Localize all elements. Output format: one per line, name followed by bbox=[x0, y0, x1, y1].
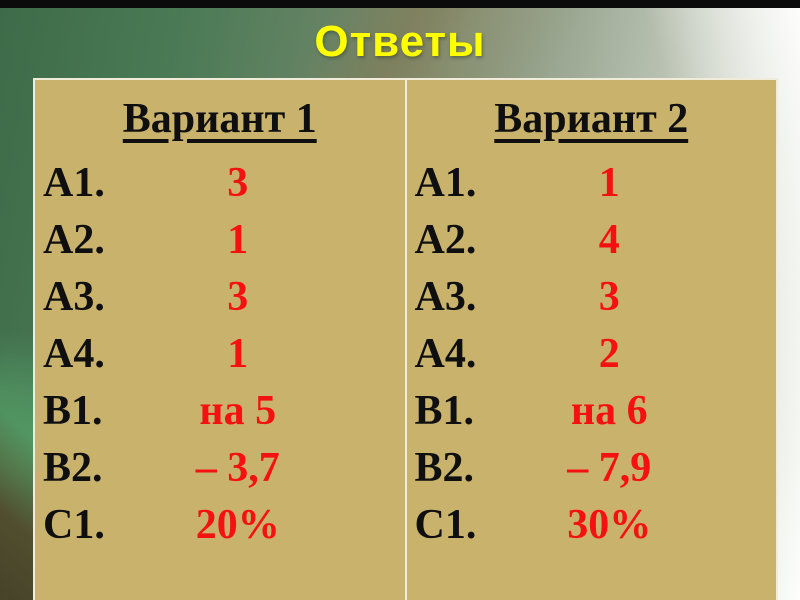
answer-row: А1. 1 bbox=[415, 154, 777, 211]
question-label: А1. bbox=[43, 159, 105, 206]
question-label: А4. bbox=[414, 330, 477, 377]
answers-column-variant-1: Вариант 1 А1. 3 А2. 1 А3. 3 А4. 1 bbox=[35, 80, 407, 600]
answer-row: В2. – 7,9 bbox=[415, 439, 777, 496]
question-label: С1. bbox=[43, 501, 105, 548]
answer-value: 3 bbox=[598, 273, 620, 320]
answer-row: А2. 4 bbox=[415, 211, 777, 268]
answer-row: А2. 1 bbox=[43, 211, 405, 268]
answer-value: 4 bbox=[598, 216, 620, 263]
answer-value: на 6 bbox=[570, 387, 648, 434]
answer-rows: А1. 3 А2. 1 А3. 3 А4. 1 В1. на 5 bbox=[35, 154, 405, 553]
answer-row: В1. на 5 bbox=[43, 382, 405, 439]
question-label: В2. bbox=[43, 444, 103, 491]
answer-row: А4. 2 bbox=[415, 325, 777, 382]
column-header-variant-1: Вариант 1 bbox=[122, 96, 317, 142]
answer-value: 20% bbox=[195, 501, 280, 548]
column-header-variant-2: Вариант 2 bbox=[494, 96, 689, 142]
answer-value: на 5 bbox=[199, 387, 277, 434]
answers-table: Вариант 1 А1. 3 А2. 1 А3. 3 А4. 1 bbox=[33, 78, 778, 600]
answers-column-variant-2: Вариант 2 А1. 1 А2. 4 А3. 3 А4. 2 bbox=[407, 80, 777, 600]
question-label: С1. bbox=[414, 501, 477, 548]
answer-row: С1. 20% bbox=[43, 496, 405, 553]
answer-row: В1. на 6 bbox=[415, 382, 777, 439]
answer-value: 3 bbox=[227, 159, 249, 206]
question-label: В1. bbox=[43, 387, 103, 434]
answer-value: 1 bbox=[598, 159, 620, 206]
question-label: А4. bbox=[43, 330, 105, 377]
answer-value: 1 bbox=[227, 216, 249, 263]
answer-rows: А1. 1 А2. 4 А3. 3 А4. 2 В1. на 6 bbox=[407, 154, 777, 553]
answer-row: А3. 3 bbox=[43, 268, 405, 325]
answer-row: С1. 30% bbox=[415, 496, 777, 553]
question-label: В2. bbox=[414, 444, 475, 491]
question-label: В1. bbox=[414, 387, 475, 434]
answer-value: – 3,7 bbox=[195, 444, 280, 491]
question-label: А2. bbox=[43, 216, 105, 263]
answer-row: В2. – 3,7 bbox=[43, 439, 405, 496]
question-label: А3. bbox=[414, 273, 477, 320]
answer-row: А4. 1 bbox=[43, 325, 405, 382]
top-border-bar bbox=[0, 0, 800, 8]
question-label: А2. bbox=[414, 216, 477, 263]
answer-value: 30% bbox=[567, 501, 652, 548]
answer-row: А3. 3 bbox=[415, 268, 777, 325]
answer-value: 2 bbox=[598, 330, 620, 377]
answer-value: 1 bbox=[227, 330, 249, 377]
slide-title: Ответы bbox=[314, 17, 486, 66]
answer-row: А1. 3 bbox=[43, 154, 405, 211]
question-label: А1. bbox=[414, 159, 477, 206]
question-label: А3. bbox=[43, 273, 105, 320]
answer-value: 3 bbox=[227, 273, 249, 320]
answer-value: – 7,9 bbox=[567, 444, 652, 491]
